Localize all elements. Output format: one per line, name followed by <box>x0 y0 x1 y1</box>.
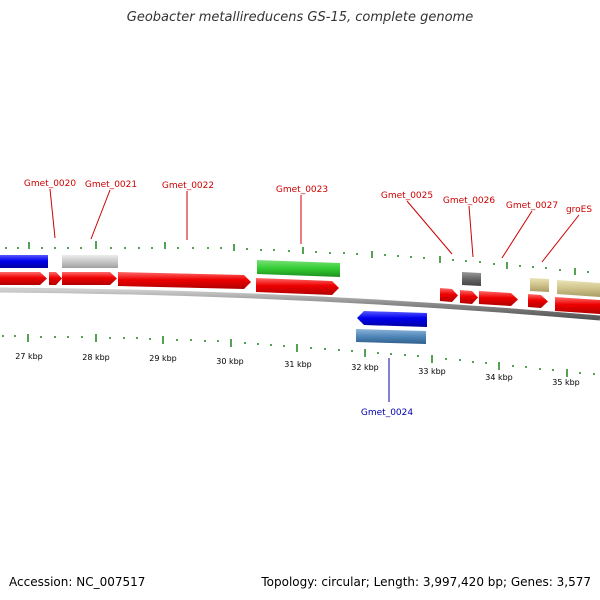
scale-label: 29 kbp <box>149 354 177 363</box>
scale-label: 31 kbp <box>284 360 312 369</box>
inner-ticks <box>2 334 595 377</box>
gene-box-lightgray[interactable] <box>62 255 118 268</box>
gene-label-gmet-0027[interactable]: Gmet_0027 <box>506 201 558 211</box>
gene-label-gmet-0024[interactable]: Gmet_0024 <box>361 408 413 418</box>
gene-box-darkgray[interactable] <box>462 272 481 286</box>
gene-label-gmet-0022[interactable]: Gmet_0022 <box>162 181 214 191</box>
cds-arrow-reverse[interactable] <box>357 311 427 327</box>
gene-label-groes[interactable]: groES <box>566 205 592 215</box>
gene-box-khaki-2[interactable] <box>557 280 600 297</box>
gene-label-gmet-0023[interactable]: Gmet_0023 <box>276 185 328 195</box>
accession-text: Accession: NC_007517 <box>9 575 146 589</box>
cds-arrow[interactable] <box>118 272 251 289</box>
cds-arrow[interactable] <box>0 272 47 285</box>
cds-arrow[interactable] <box>256 278 339 295</box>
cds-arrow[interactable] <box>555 297 600 314</box>
genome-backbone <box>0 287 600 321</box>
gene-box-green[interactable] <box>257 260 340 277</box>
cds-arrow[interactable] <box>49 272 62 285</box>
scale-label: 28 kbp <box>82 353 110 362</box>
map-title: Geobacter metallireducens GS-15, complet… <box>126 10 474 25</box>
cds-arrow[interactable] <box>479 291 518 306</box>
label-leaders-top <box>49 188 580 263</box>
scale-label: 34 kbp <box>485 373 513 382</box>
gene-label-gmet-0021[interactable]: Gmet_0021 <box>85 180 137 190</box>
genome-summary-text: Topology: circular; Length: 3,997,420 bp… <box>261 575 591 589</box>
cds-track-reverse <box>356 311 427 344</box>
gene-labels-top: Gmet_0020 Gmet_0021 Gmet_0022 Gmet_0023 … <box>24 179 592 215</box>
scale-labels: 27 kbp 28 kbp 29 kbp 30 kbp 31 kbp 32 kb… <box>15 352 580 387</box>
gene-box-steelblue[interactable] <box>356 329 426 344</box>
cds-arrow[interactable] <box>528 294 548 308</box>
cds-arrow[interactable] <box>460 290 478 304</box>
scale-label: 35 kbp <box>552 378 580 387</box>
gene-label-gmet-0026[interactable]: Gmet_0026 <box>443 196 495 206</box>
gene-label-gmet-0020[interactable]: Gmet_0020 <box>24 179 76 189</box>
gene-box-khaki[interactable] <box>530 278 549 292</box>
gene-label-gmet-0025[interactable]: Gmet_0025 <box>381 191 433 201</box>
cds-track-forward <box>0 272 600 314</box>
outer-ticks <box>5 241 589 275</box>
cds-arrow[interactable] <box>62 272 117 285</box>
scale-label: 27 kbp <box>15 352 43 361</box>
scale-label: 33 kbp <box>418 367 446 376</box>
scale-label: 30 kbp <box>216 357 244 366</box>
gene-box-blue[interactable] <box>0 255 48 268</box>
scale-label: 32 kbp <box>351 363 379 372</box>
feature-track-outer <box>0 255 600 297</box>
cds-arrow[interactable] <box>440 288 458 302</box>
